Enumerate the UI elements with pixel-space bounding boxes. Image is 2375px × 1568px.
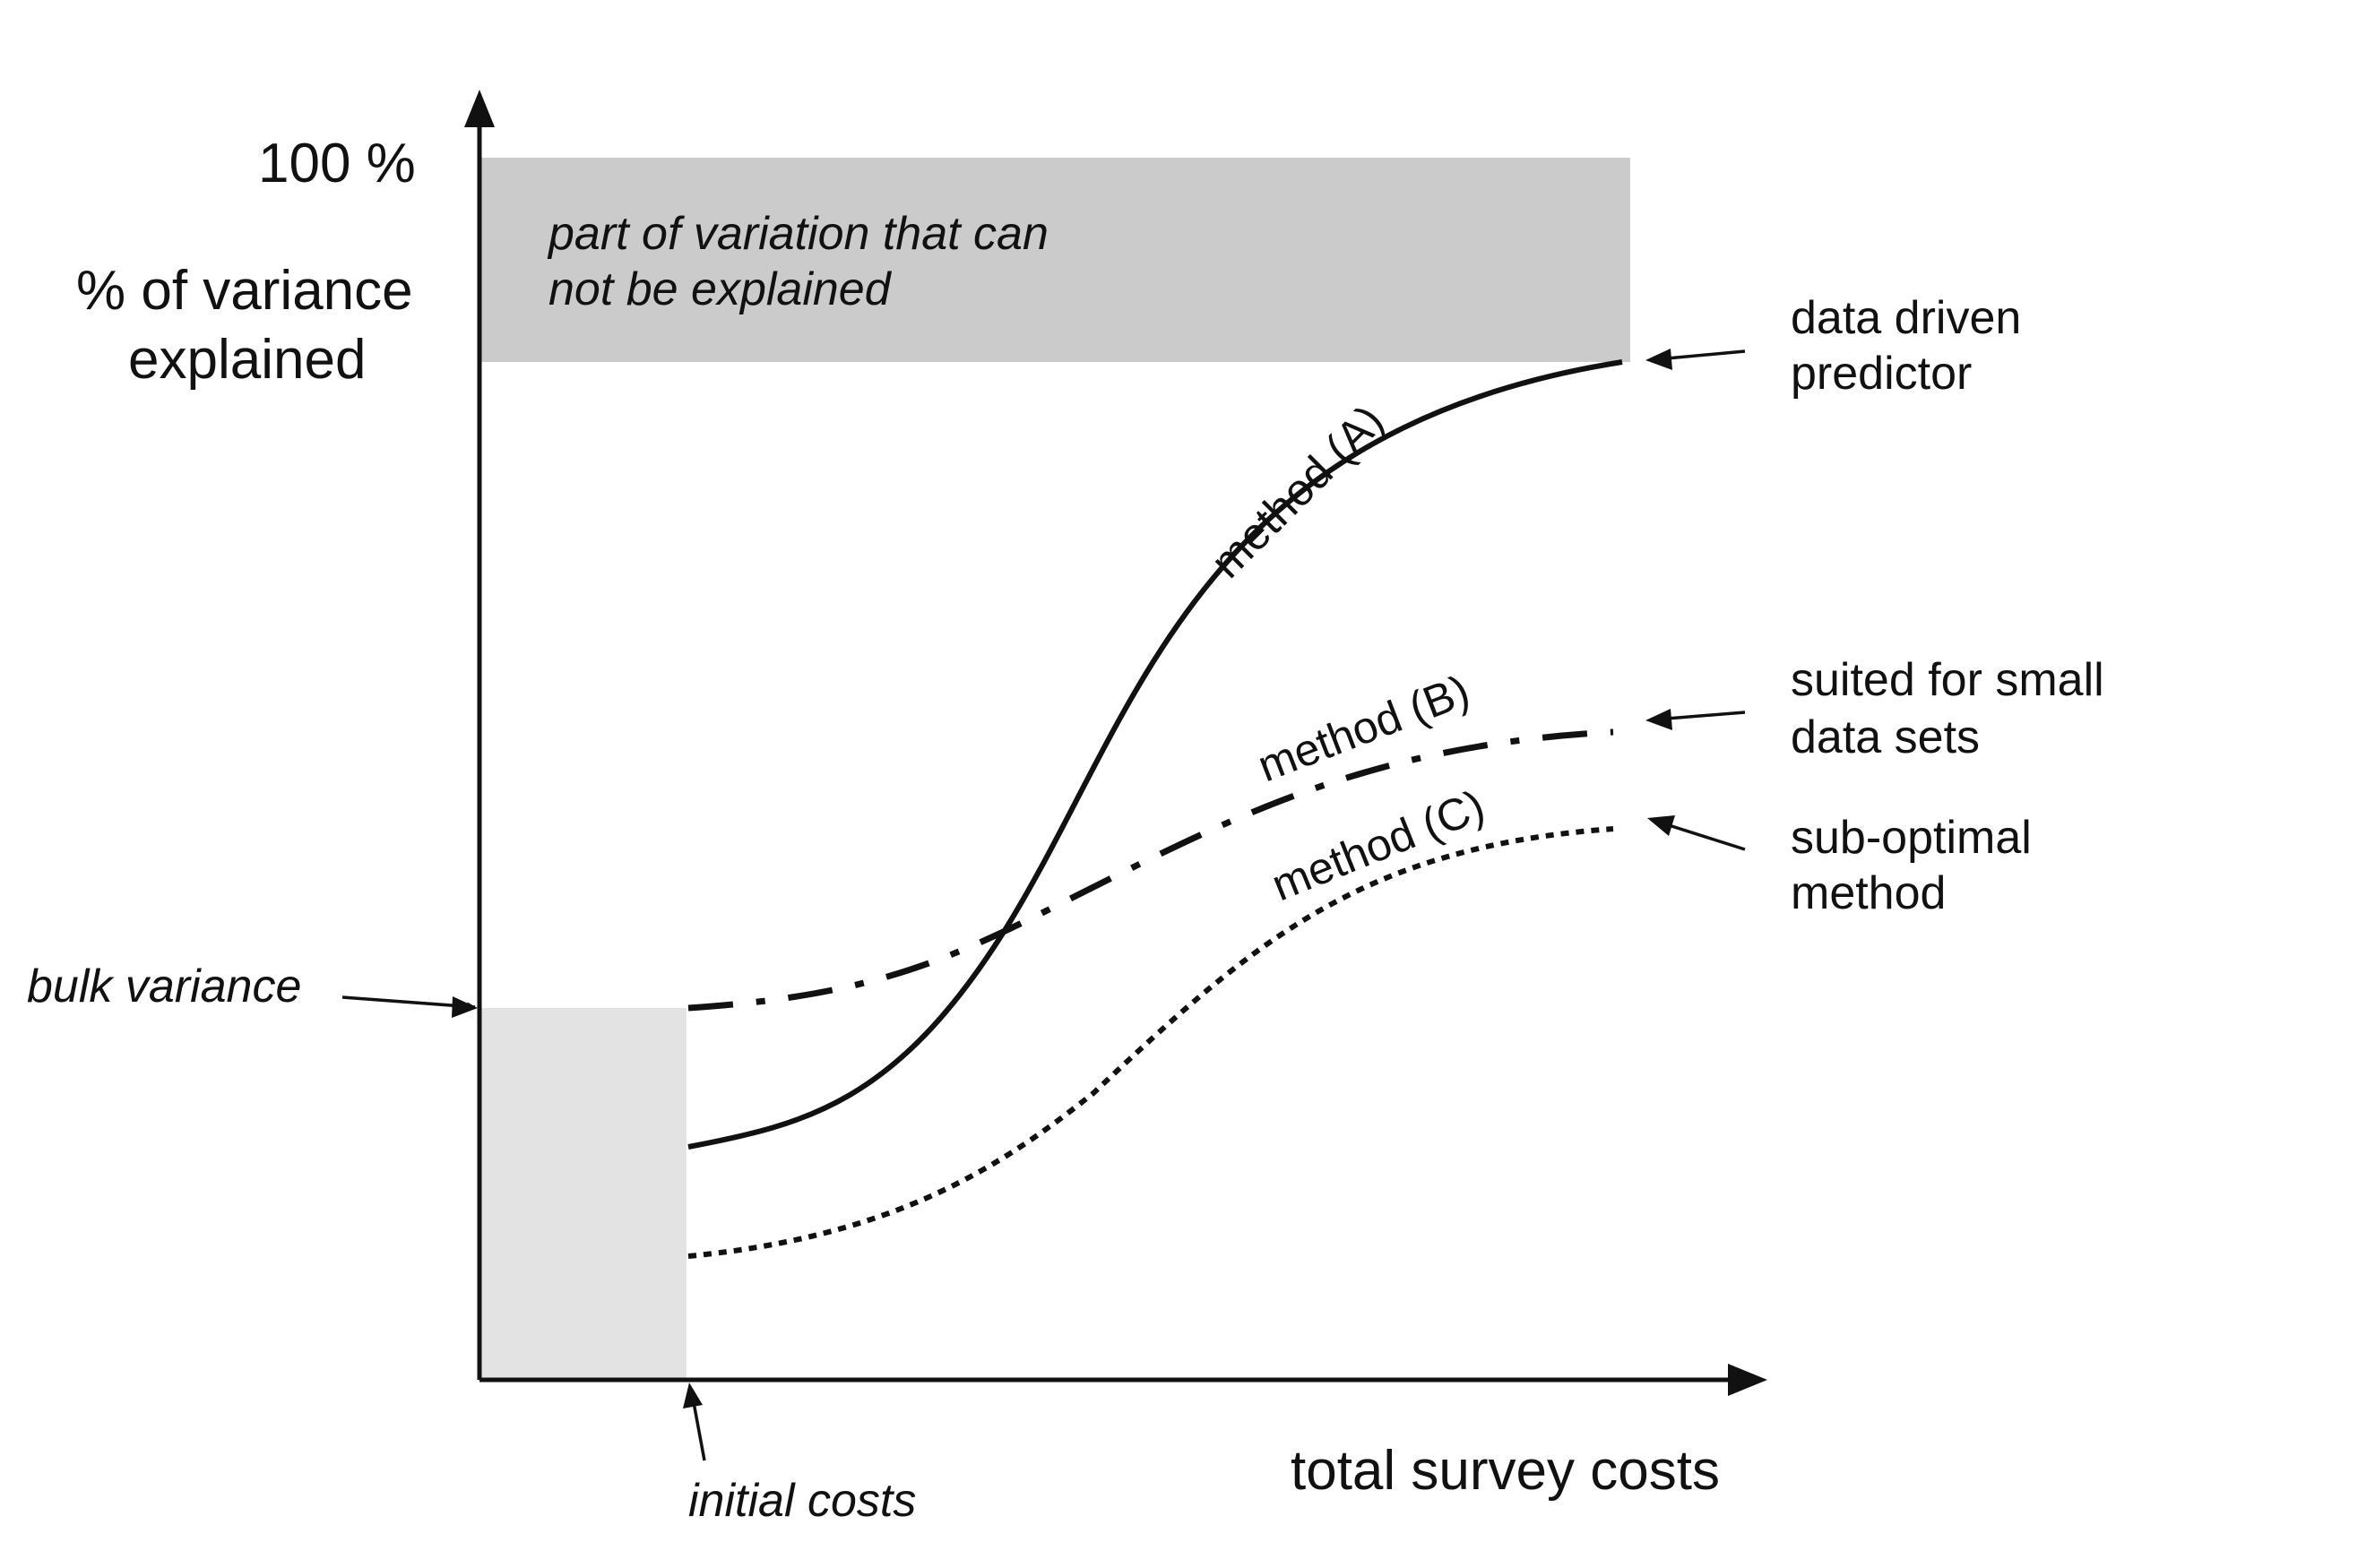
bulk-variance-region [479,1008,687,1380]
y-axis-top-label: 100 % [258,133,416,194]
note-b-arrow [1666,711,1746,720]
note-c-arrow [1668,823,1746,851]
note-method-a: data driven predictor [1645,292,2021,400]
note-b-arrowhead [1645,709,1672,730]
note-a-arrow [1666,349,1746,360]
y-axis-title-line2: explained [128,329,366,391]
initial-costs-label: initial costs [688,1475,916,1527]
label-method-c: method (C) [1265,780,1491,911]
y-axis-title-line1: % of variance [76,260,413,322]
note-c-line1: sub-optimal [1791,812,2032,864]
note-method-c: sub-optimal method [1647,812,2032,919]
note-method-b: suited for small data sets [1645,654,2104,763]
curve-method-a [687,359,1623,1150]
y-axis-arrowhead [464,90,495,127]
initial-costs-arrow [691,1397,706,1461]
initial-costs-arrowhead [683,1383,703,1409]
curve-method-b [687,728,1614,1012]
bulk-variance-arrowhead [452,996,478,1018]
note-a-line2: predictor [1791,348,1972,400]
bulk-variance-label: bulk variance [27,961,301,1012]
note-c-line2: method [1791,867,1946,919]
x-axis-title: total survey costs [1291,1440,1720,1502]
label-method-a: method (A) [1201,395,1393,587]
note-b-line2: data sets [1791,711,1980,763]
x-axis-arrowhead [1728,1364,1767,1396]
note-c-arrowhead [1647,815,1675,836]
note-a-arrowhead [1645,349,1672,370]
curve-method-c [687,826,1614,1259]
unexplained-label-line2: not be explained [548,263,893,315]
axes [464,90,1767,1396]
note-b-line1: suited for small [1791,654,2104,706]
note-a-line1: data driven [1791,292,2021,344]
unexplained-label-line1: part of variation that can [547,208,1049,260]
unexplained-variation-region [479,158,1630,362]
